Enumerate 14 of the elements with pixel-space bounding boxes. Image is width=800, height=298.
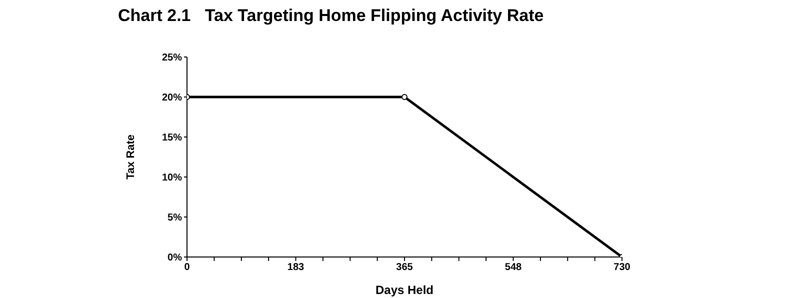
y-tick-label: 15% [162,132,182,144]
x-axis-title: Days Held [375,283,434,297]
y-axis-title: Tax Rate [124,134,137,180]
y-tick-label: 20% [162,92,182,104]
y-tick-label: 10% [162,172,182,184]
x-tick-label: 548 [504,262,522,274]
y-tick-label: 5% [168,212,182,224]
x-tick-label: 730 [614,262,631,274]
x-tick-label: 0 [184,262,190,274]
chart-title: Chart 2.1 Tax Targeting Home Flipping Activity Rate [118,6,544,26]
x-tick-label: 183 [287,262,305,274]
y-tick-label: 0% [168,252,182,264]
y-tick-label: 25% [162,52,182,64]
x-tick-label: 365 [396,262,414,274]
